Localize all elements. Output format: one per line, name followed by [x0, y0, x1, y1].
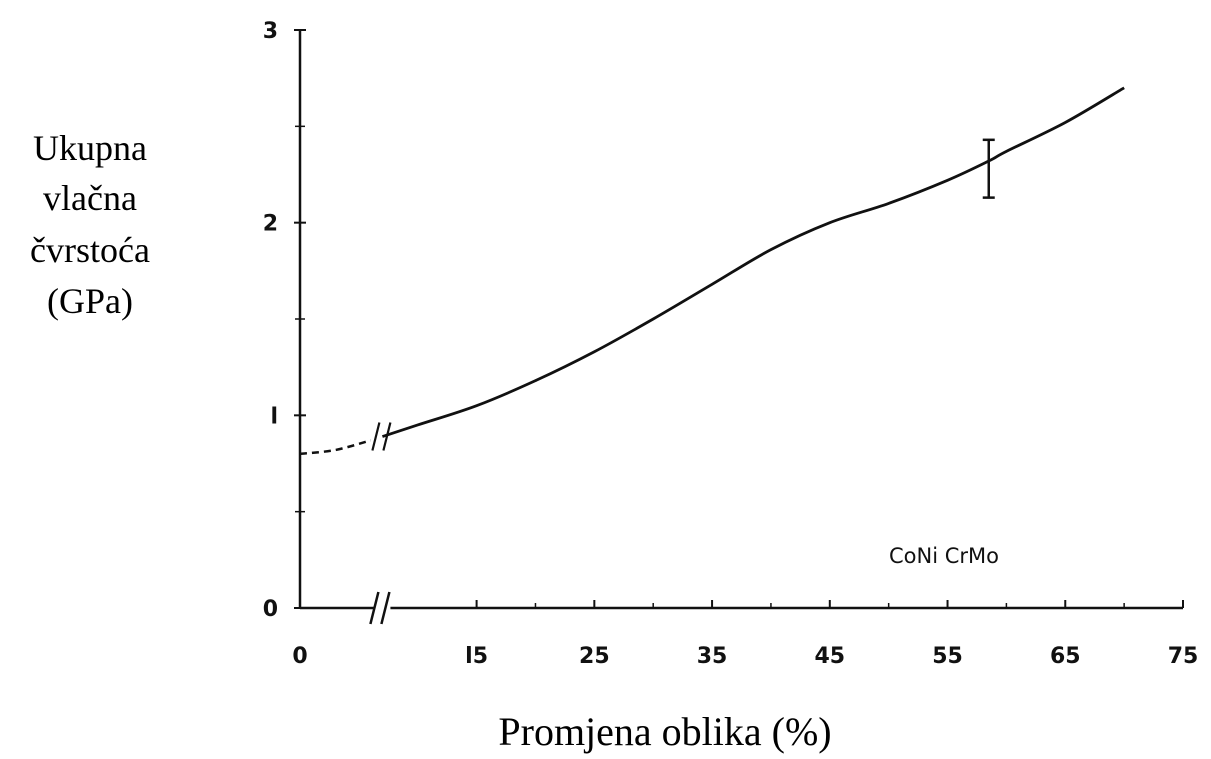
x-tick-label: 75: [1168, 644, 1199, 669]
x-tick-label: 65: [1050, 644, 1081, 669]
x-tick-label: 0: [292, 644, 307, 669]
y-axis-label-line: (GPa): [47, 281, 133, 321]
y-tick-label: l: [270, 404, 278, 429]
y-tick-label: 3: [263, 19, 278, 44]
y-axis-label: Ukupna vlačna čvrstoća (GPa): [30, 128, 150, 321]
y-tick-label: 2: [263, 212, 278, 237]
series-label: CoNi CrMo: [889, 544, 999, 568]
series-break-mark: [382, 422, 392, 451]
y-axis-label-line: vlačna: [43, 178, 137, 218]
x-tick-label: 35: [697, 644, 728, 669]
axes-layer: [298, 30, 1183, 625]
x-axis-label: Promjena oblika (%): [498, 709, 831, 754]
x-axis-break-mark: [380, 591, 391, 625]
series-line-dashed: [299, 439, 371, 456]
ticks-layer: 0 l 2 3 0 l5 25 35 45 55 65 75: [263, 19, 1199, 669]
y-axis-label-line: Ukupna: [33, 128, 147, 168]
series-layer: [299, 86, 1125, 456]
x-tick-label: 25: [579, 644, 610, 669]
x-tick-label: 45: [814, 644, 845, 669]
series-break-mark: [371, 422, 381, 451]
x-axis-break-mark: [369, 591, 380, 625]
x-tick-label: l5: [465, 644, 488, 669]
series-line: [381, 86, 1125, 438]
y-tick-label: 0: [263, 597, 278, 622]
y-axis-label-line: čvrstoća: [30, 230, 150, 270]
x-tick-label: 55: [932, 644, 963, 669]
